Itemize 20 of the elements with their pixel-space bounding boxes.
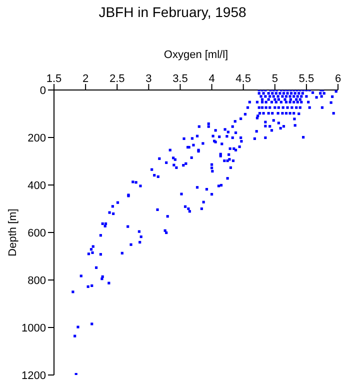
y-tick-label: 800 — [28, 274, 46, 287]
x-tick-label: 5.5 — [298, 73, 314, 85]
y-tick-label: 1200 — [22, 370, 46, 382]
y-tick-label: 400 — [28, 180, 46, 192]
y-tick-label: 600 — [28, 227, 46, 240]
y-tick-label: 0 — [40, 84, 46, 97]
x-axis-title: Oxygen [ml/l] — [164, 48, 228, 61]
y-tick-label: 200 — [28, 132, 46, 144]
x-tick-label: 4 — [208, 73, 215, 85]
x-tick-label: 1.5 — [46, 73, 62, 85]
x-tick-label: 2 — [82, 73, 89, 85]
y-axis-title: Depth [m] — [6, 208, 19, 256]
x-tick-label: 3 — [146, 73, 152, 85]
chart-title: JBFH in February, 1958 — [98, 4, 248, 20]
x-tick-label: 5 — [272, 73, 278, 85]
x-tick-label: 3.5 — [172, 73, 188, 85]
x-tick-label: 6 — [334, 73, 342, 85]
y-tick-label: 1000 — [22, 322, 46, 334]
x-tick-label: 2.5 — [109, 73, 125, 85]
x-tick-label: 4.5 — [236, 73, 251, 85]
